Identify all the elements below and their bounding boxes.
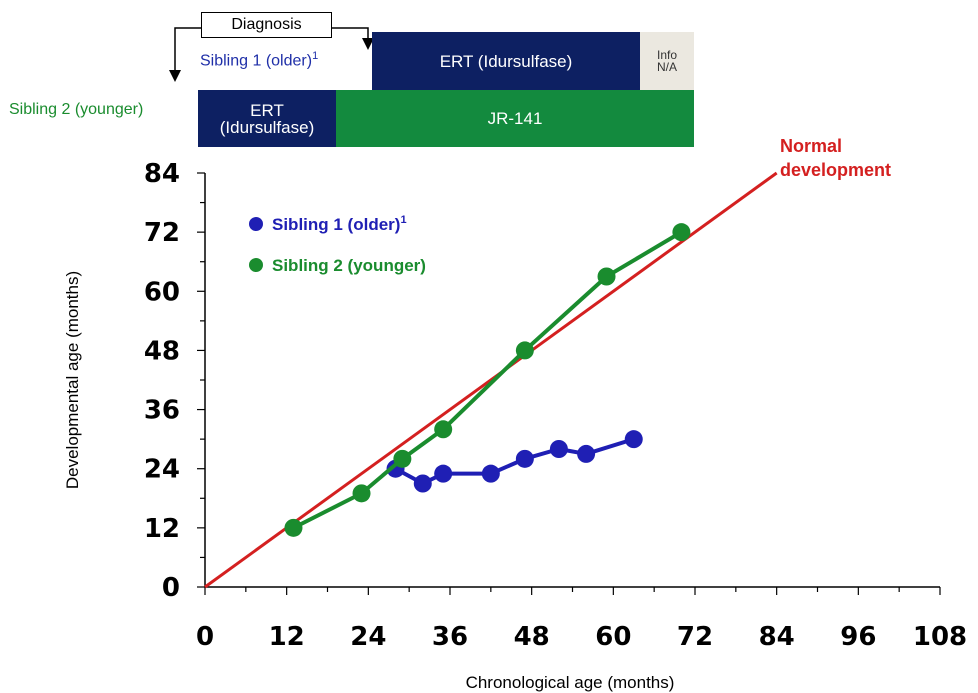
sibling2-ert-bar: ERT (Idursulfase) — [198, 90, 336, 147]
series-1-point — [413, 474, 432, 493]
y-tick-label: 36 — [144, 396, 180, 426]
sibling1-info-na-bar: Info N/A — [640, 32, 694, 90]
series-2-point — [672, 223, 691, 242]
normal-development-label-line1: Normal — [780, 136, 842, 156]
diagnosis-label-box: Diagnosis — [201, 12, 332, 38]
y-tick-label: 0 — [162, 573, 180, 603]
y-tick-label: 72 — [144, 218, 180, 248]
y-tick-label: 24 — [144, 455, 180, 485]
normal-development-label-line2: development — [780, 160, 891, 180]
series-2-point — [393, 449, 412, 468]
series-1-point — [624, 430, 643, 449]
series-2-point — [515, 341, 534, 360]
normal-development-line — [204, 171, 778, 589]
series-1-point — [549, 440, 568, 458]
sibling2-jr141-bar: JR-141 — [336, 90, 694, 147]
chart-labels: 0 12 24 36 48 60 72 84 0 12 24 36 48 60 72 84 96 108 Chron… — [63, 136, 967, 692]
series-1-line — [394, 437, 635, 486]
y-tick-label: 48 — [144, 336, 180, 366]
series-1-point — [577, 444, 596, 463]
diagnosis-arrows — [169, 27, 374, 82]
x-tick-label: 12 — [269, 622, 305, 652]
series-2-point — [597, 267, 616, 286]
legend-marker-series-2 — [249, 258, 263, 272]
y-tick-label: 60 — [144, 277, 180, 307]
series-1-point — [481, 464, 500, 483]
y-tick-label: 84 — [144, 159, 180, 189]
series-2-point — [284, 518, 303, 537]
diagnosis-arrow-sibling2 — [169, 27, 201, 82]
x-tick-label: 24 — [350, 622, 386, 652]
series-2-line — [292, 230, 683, 530]
x-tick-label: 84 — [759, 622, 795, 652]
sibling1-ert-bar: ERT (Idursulfase) — [372, 32, 640, 90]
diagnosis-label: Diagnosis — [231, 16, 302, 33]
x-tick-label: 0 — [196, 622, 214, 652]
sibling1-row-label: Sibling 1 (older)1 — [200, 50, 319, 70]
legend-label-series-2: Sibling 2 (younger) — [272, 256, 426, 275]
chart-marks — [204, 171, 778, 589]
x-tick-label: 60 — [595, 622, 631, 652]
x-tick-label: 96 — [840, 622, 876, 652]
y-tick-label: 12 — [144, 514, 180, 544]
x-tick-label: 72 — [677, 622, 713, 652]
y-axis-label: Developmental age (months) — [63, 271, 82, 489]
series-1-point — [515, 449, 534, 468]
series-2-point — [434, 420, 453, 439]
legend-marker-series-1 — [249, 217, 263, 231]
x-tick-label: 108 — [913, 622, 967, 652]
series-1-point — [434, 464, 453, 483]
x-tick-label: 36 — [432, 622, 468, 652]
series-2-point — [352, 484, 371, 503]
x-axis-label: Chronological age (months) — [466, 673, 675, 692]
legend-label-series-1: Sibling 1 (older)1 — [272, 214, 407, 234]
diagnosis-arrow-sibling1 — [332, 27, 374, 50]
chart-axes — [197, 172, 941, 595]
x-tick-label: 48 — [514, 622, 550, 652]
sibling2-row-label: Sibling 2 (younger) — [9, 101, 144, 118]
